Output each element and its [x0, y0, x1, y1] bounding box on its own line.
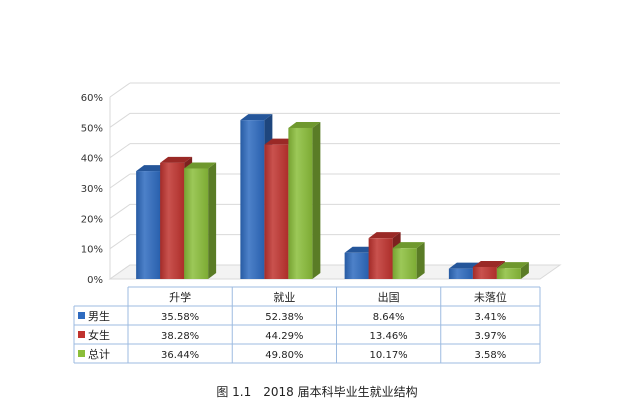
x-tick-label: 就业	[273, 290, 295, 304]
data-label: 3.97%	[474, 331, 506, 342]
bar	[184, 168, 209, 279]
bar-side	[312, 121, 321, 279]
y-tick-label: 0%	[87, 275, 103, 286]
bar-side	[208, 162, 217, 279]
gridline-diagonal	[109, 112, 131, 128]
bar	[288, 127, 313, 279]
data-label: 8.64%	[373, 312, 405, 323]
y-tick-label: 20%	[81, 214, 103, 225]
bar	[496, 268, 521, 279]
data-label: 3.58%	[474, 350, 506, 361]
y-tick-label: 30%	[81, 184, 103, 195]
bar-top	[496, 262, 529, 269]
bar	[448, 268, 473, 279]
bar	[472, 266, 497, 279]
bar-side	[416, 242, 425, 279]
bar-top	[184, 162, 217, 169]
caption-text: 2018 届本科毕业生就业结构	[263, 385, 418, 399]
legend-entry: 总计	[88, 347, 110, 361]
bar	[240, 120, 265, 279]
bar	[264, 144, 289, 279]
bar-top	[160, 156, 193, 163]
bar-top	[288, 121, 321, 128]
y-tick-label: 40%	[81, 154, 103, 165]
legend-entry: 女生	[88, 328, 110, 342]
gridline-diagonal	[109, 173, 131, 189]
data-label: 3.41%	[474, 312, 506, 323]
data-label: 49.80%	[265, 350, 303, 361]
bar	[368, 238, 393, 279]
legend-swatch	[78, 331, 85, 338]
data-label: 13.46%	[370, 331, 408, 342]
bar	[136, 171, 161, 279]
legend-swatch	[78, 312, 85, 319]
y-tick-label: 60%	[81, 93, 103, 104]
x-tick-label: 未落位	[474, 290, 507, 304]
gridline-diagonal	[109, 203, 131, 219]
bar	[344, 252, 369, 279]
data-label: 35.58%	[161, 312, 199, 323]
bar	[160, 162, 185, 279]
bar-top	[392, 242, 425, 249]
y-tick-label: 50%	[81, 123, 103, 134]
bar-top	[240, 114, 273, 121]
bar	[392, 248, 417, 279]
legend-swatch	[78, 350, 85, 357]
data-label: 10.17%	[370, 350, 408, 361]
data-label: 52.38%	[265, 312, 303, 323]
data-label: 38.28%	[161, 331, 199, 342]
bar-top	[472, 260, 505, 267]
y-tick-label: 10%	[81, 245, 103, 256]
caption-number: 图 1.1	[216, 385, 252, 399]
gridline-diagonal	[109, 234, 131, 250]
bar-side	[520, 262, 529, 279]
x-tick-label: 升学	[169, 290, 191, 304]
x-tick-label: 出国	[378, 290, 400, 304]
data-label: 44.29%	[265, 331, 303, 342]
bar-top	[368, 232, 401, 239]
gridline-diagonal	[109, 82, 131, 98]
data-label: 36.44%	[161, 350, 199, 361]
legend-entry: 男生	[88, 309, 110, 323]
gridline-diagonal	[109, 143, 131, 159]
figure-caption: 图 1.1 2018 届本科毕业生就业结构	[0, 383, 634, 400]
